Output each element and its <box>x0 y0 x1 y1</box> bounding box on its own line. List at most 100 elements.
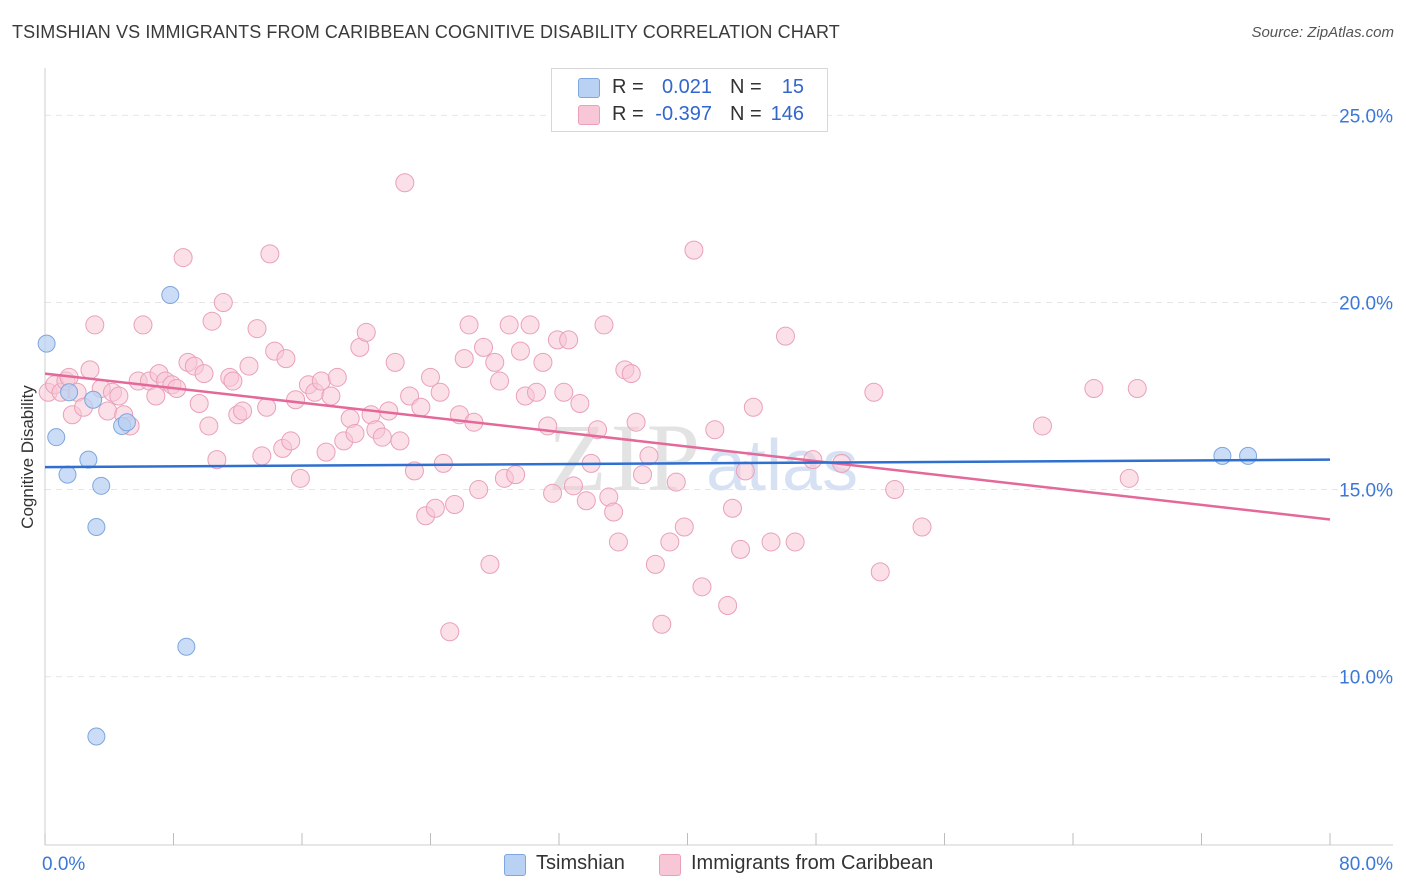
caribbean-point <box>490 371 510 391</box>
caribbean-point <box>213 292 233 312</box>
caribbean-point <box>459 315 479 335</box>
caribbean-point <box>421 367 440 387</box>
y-tick-label: 10.0% <box>1339 668 1393 689</box>
caribbean-point <box>588 420 608 440</box>
tsimshian-point <box>92 476 111 495</box>
x-tick-label-max: 80.0% <box>1339 854 1393 875</box>
caribbean-point <box>735 461 755 481</box>
caribbean-point <box>594 315 614 335</box>
caribbean-point <box>239 356 259 376</box>
legend-swatch-blue <box>578 78 600 98</box>
caribbean-point <box>1119 468 1139 488</box>
caribbean-point <box>480 554 500 574</box>
caribbean-point <box>674 517 694 537</box>
caribbean-point <box>554 382 574 402</box>
caribbean-point <box>469 480 489 500</box>
caribbean-point <box>722 498 742 518</box>
y-tick-label: 25.0% <box>1339 106 1393 127</box>
caribbean-point <box>233 401 253 421</box>
legend-swatch-pink <box>578 105 600 125</box>
caribbean-point <box>1084 379 1104 399</box>
caribbean-trend-line <box>44 372 1331 521</box>
caribbean-point <box>692 577 712 597</box>
caribbean-point <box>576 491 596 511</box>
caribbean-point <box>321 386 341 406</box>
legend-r-value: 0.021 <box>661 76 712 98</box>
caribbean-point <box>430 382 450 402</box>
caribbean-point <box>252 446 272 466</box>
caribbean-points <box>38 173 1147 642</box>
caribbean-point <box>743 397 763 417</box>
caribbean-point <box>499 315 519 335</box>
tsimshian-point <box>161 286 180 305</box>
tsimshian-point <box>87 727 106 746</box>
legend-swatch-blue <box>504 854 526 876</box>
caribbean-point <box>385 352 405 372</box>
tsimshian-point <box>84 390 103 409</box>
caribbean-point <box>520 315 540 335</box>
caribbean-point <box>660 532 680 552</box>
caribbean-point <box>864 382 884 402</box>
caribbean-point <box>257 397 277 417</box>
legend-n-label: N = <box>730 76 762 98</box>
y-tick-label: 20.0% <box>1339 293 1393 314</box>
caribbean-point <box>705 420 725 440</box>
caribbean-point <box>563 476 583 496</box>
trend-lines <box>44 372 1331 521</box>
caribbean-point <box>316 442 336 462</box>
caribbean-point <box>645 554 665 574</box>
axes <box>44 68 1393 846</box>
caribbean-point <box>885 480 905 500</box>
caribbean-point <box>639 446 659 466</box>
caribbean-point <box>400 386 420 406</box>
tsimshian-point <box>87 517 106 536</box>
y-tick-label: 15.0% <box>1339 481 1393 502</box>
caribbean-point <box>684 240 704 260</box>
caribbean-point <box>390 431 410 451</box>
caribbean-point <box>281 431 301 451</box>
caribbean-point <box>189 394 209 414</box>
legend-n-value: 146 <box>770 103 804 125</box>
caribbean-point <box>223 371 243 391</box>
caribbean-point <box>559 330 579 350</box>
caribbean-point <box>785 532 805 552</box>
caribbean-point <box>425 498 445 518</box>
tsimshian-point <box>37 334 56 353</box>
caribbean-point <box>395 173 415 193</box>
legend-row-caribbean: R = -0.397 N = 146 <box>552 102 827 128</box>
tsimshian-point <box>1239 446 1258 465</box>
caribbean-point <box>454 349 474 369</box>
caribbean-point <box>207 450 227 470</box>
caribbean-point <box>485 352 505 372</box>
tsimshian-point <box>177 637 196 656</box>
caribbean-point <box>202 311 222 331</box>
caribbean-point <box>666 472 686 492</box>
caribbean-point <box>633 465 653 485</box>
legend-swatch-pink <box>659 854 681 876</box>
caribbean-point <box>433 453 453 473</box>
caribbean-point <box>276 349 296 369</box>
caribbean-point <box>440 622 460 642</box>
caribbean-point <box>411 397 431 417</box>
caribbean-point <box>98 401 118 421</box>
caribbean-point <box>510 341 530 361</box>
caribbean-point <box>327 367 347 387</box>
caribbean-point <box>80 360 100 380</box>
caribbean-point <box>247 319 267 339</box>
caribbean-point <box>194 364 214 384</box>
tsimshian-point <box>117 413 136 432</box>
caribbean-point <box>133 315 153 335</box>
caribbean-point <box>621 364 641 384</box>
caribbean-point <box>912 517 932 537</box>
tsimshian-point <box>1213 446 1232 465</box>
caribbean-point <box>775 326 795 346</box>
caribbean-point <box>404 461 424 481</box>
legend-n-value: 15 <box>781 76 804 98</box>
tsimshian-point <box>58 465 77 484</box>
stats-legend: R = 0.021 N = 15 R = -0.397 N = 146 <box>551 68 828 132</box>
caribbean-point <box>474 337 494 357</box>
caribbean-point <box>85 315 105 335</box>
tsimshian-points <box>37 286 1258 746</box>
legend-r-value: -0.397 <box>655 103 712 125</box>
